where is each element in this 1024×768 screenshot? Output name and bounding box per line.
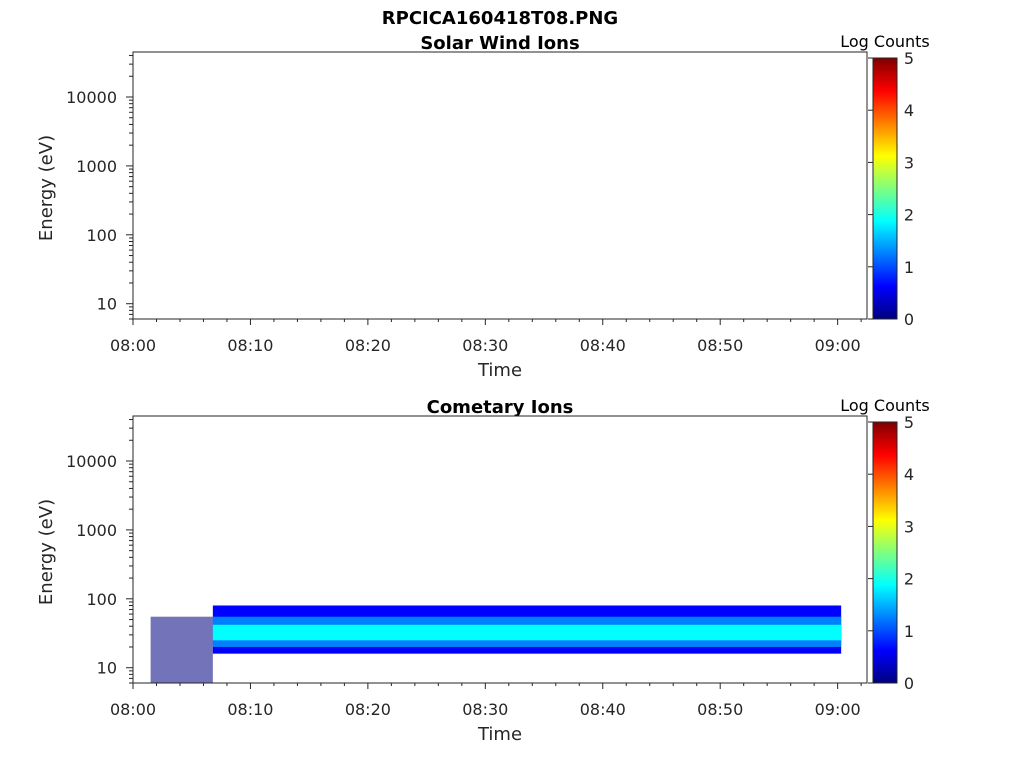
x-tick-label: 08:10 <box>227 336 273 355</box>
colorbar-tick-label: 2 <box>904 570 914 589</box>
y-axis-ticks: 10 100 1000 10000 <box>66 55 133 320</box>
figure-title: RPCICA160418T08.PNG <box>382 8 618 29</box>
spectrogram-block-0 <box>150 616 213 683</box>
colorbar-tick-label: 5 <box>904 413 914 432</box>
x-tick-label: 08:20 <box>345 336 391 355</box>
x-tick-label: 08:30 <box>462 700 508 719</box>
y-tick-label: 10 <box>97 659 117 678</box>
x-axis-label: Time <box>477 724 522 745</box>
panel-title: Solar Wind Ions <box>420 33 579 54</box>
y-axis-ticks: 10 100 1000 10000 <box>66 419 133 684</box>
x-axis-ticks: 08:00 08:10 08:20 08:30 08:40 08:50 09:00 <box>110 683 862 719</box>
plot-frame <box>132 51 868 320</box>
x-tick-label: 08:50 <box>697 336 743 355</box>
y-tick-label: 10 <box>97 295 117 314</box>
x-tick-label: 08:50 <box>697 700 743 719</box>
plot-frame <box>132 415 868 684</box>
x-axis-label: Time <box>477 360 522 381</box>
x-tick-label: 09:00 <box>815 336 861 355</box>
x-tick-label: 09:00 <box>815 700 861 719</box>
cometary-ions-panel: Cometary Ions 08:00 08:10 08:20 08:30 08:40 0… <box>36 396 930 745</box>
x-tick-label: 08:40 <box>580 700 626 719</box>
colorbar-tick-label: 0 <box>904 310 914 329</box>
y-tick-label: 1000 <box>76 157 117 176</box>
colorbar-scale <box>872 57 898 320</box>
spectrogram-block-3 <box>212 624 842 641</box>
colorbar-tick-label: 4 <box>904 465 914 484</box>
colorbar-tick-label: 3 <box>904 153 914 172</box>
x-tick-label: 08:00 <box>110 700 156 719</box>
colorbar: 0 1 2 3 4 5 <box>868 413 914 693</box>
plot-area <box>132 415 868 684</box>
colorbar-tick-label: 1 <box>904 622 914 641</box>
colorbar-tick-label: 0 <box>904 674 914 693</box>
solar-wind-panel: Solar Wind Ions 08:00 08:10 08:20 08:30 08:4… <box>36 32 930 381</box>
x-tick-label: 08:10 <box>227 700 273 719</box>
x-tick-label: 08:30 <box>462 336 508 355</box>
x-tick-label: 08:40 <box>580 336 626 355</box>
y-tick-label: 10000 <box>66 452 117 471</box>
colorbar-scale <box>872 421 898 684</box>
y-tick-label: 100 <box>86 590 117 609</box>
y-tick-label: 100 <box>86 226 117 245</box>
x-tick-label: 08:00 <box>110 336 156 355</box>
y-axis-label: Energy (eV) <box>36 499 57 605</box>
colorbar-label: Log Counts <box>840 396 930 415</box>
x-axis-ticks: 08:00 08:10 08:20 08:30 08:40 08:50 09:00 <box>110 319 862 355</box>
x-tick-label: 08:20 <box>345 700 391 719</box>
colorbar-tick-label: 5 <box>904 49 914 68</box>
colorbar-tick-label: 2 <box>904 206 914 225</box>
colorbar: 0 1 2 3 4 5 <box>868 49 914 329</box>
y-axis-label: Energy (eV) <box>36 135 57 241</box>
colorbar-label: Log Counts <box>840 32 930 51</box>
y-tick-label: 1000 <box>76 521 117 540</box>
colorbar-tick-label: 4 <box>904 101 914 120</box>
y-tick-label: 10000 <box>66 88 117 107</box>
colorbar-tick-label: 1 <box>904 258 914 277</box>
colorbar-tick-label: 3 <box>904 517 914 536</box>
plot-area <box>132 51 868 320</box>
panel-title: Cometary Ions <box>427 397 574 418</box>
